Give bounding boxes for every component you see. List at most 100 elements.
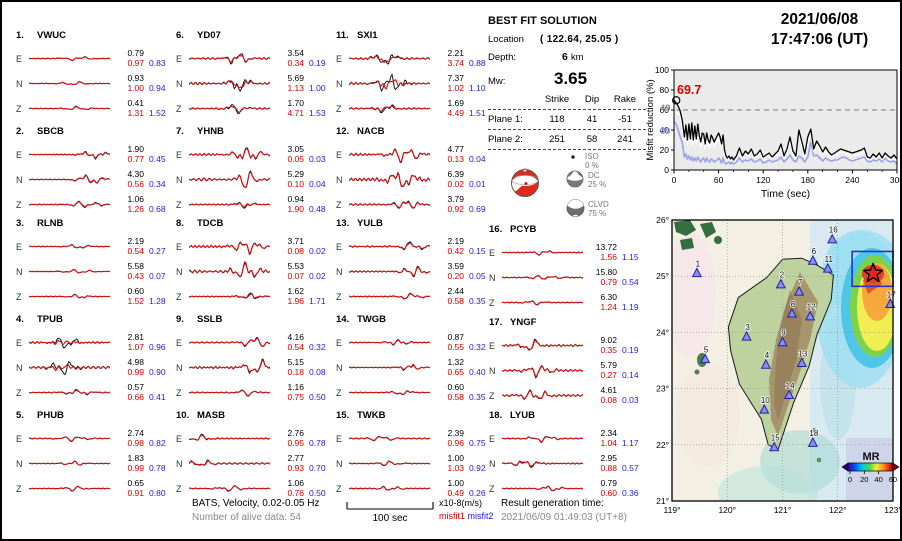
station-code: LYUB	[510, 410, 535, 421]
component-row: Z 0.60 1.52 1.28	[16, 284, 176, 309]
synthetic-waveform	[28, 174, 110, 184]
synthetic-waveform	[28, 339, 110, 346]
amp-misfit1-stack: 0.87 0.55	[433, 332, 464, 352]
misfit1-value: 0.98	[127, 437, 144, 448]
component-row: N 5.15 0.18 0.08	[176, 355, 336, 380]
component-row: E 3.54 0.34 0.19	[176, 46, 336, 71]
map-station-marker	[760, 358, 772, 369]
misfit1-value: 0.58	[447, 391, 464, 402]
component-label: Z	[336, 103, 342, 114]
synthetic-waveform	[501, 340, 583, 350]
waveform-plot	[188, 389, 270, 397]
amplitude-value: 2.19	[127, 236, 144, 246]
component-label: N	[176, 458, 183, 469]
misfit1-value: 0.34	[287, 57, 304, 68]
amplitude-value: 1.62	[287, 286, 304, 296]
station-header: 6. YD07	[176, 30, 336, 46]
amp-misfit1-stack: 0.57 0.66	[113, 382, 144, 402]
component-label: E	[489, 340, 496, 351]
amplitude-value: 4.77	[447, 144, 464, 154]
fit-numbers: 0.41 1.31 1.52	[113, 98, 176, 118]
map-base-layers	[672, 220, 893, 501]
misfit2-value: 1.15	[622, 251, 639, 262]
synthetic-waveform	[188, 293, 270, 299]
misfit2-value: 0.15	[469, 245, 486, 256]
mr-colorbar: MR 0 20 40 60	[841, 451, 900, 484]
amp-misfit1-stack: 0.93 1.00	[113, 73, 144, 93]
fit-numbers: 5.29 0.10 0.04	[273, 169, 336, 189]
misfit2-value: 0.14	[622, 369, 639, 380]
map-station-label: 6	[812, 247, 817, 256]
synthetic-waveform	[348, 339, 430, 346]
station-panel: 13. YULB E 2.19 0.42 0.15 N 3.59 0.20 0.05 Z 2.44 0.…	[336, 218, 496, 309]
x-tick-label: 300	[890, 175, 902, 185]
component-row: N 1.32 0.65 0.40	[336, 355, 496, 380]
component-row: Z 2.44 0.58 0.35	[336, 284, 496, 309]
misfit1-value: 1.24	[600, 301, 617, 312]
amp-misfit1-stack: 5.53 0.07	[273, 261, 304, 281]
component-row: Z 1.70 4.71 1.53	[176, 96, 336, 121]
misfit1-value: 0.08	[287, 245, 304, 256]
waveform-plot	[501, 485, 583, 492]
plane1-dip: 41	[586, 114, 598, 125]
map-station-marker	[827, 233, 838, 244]
amplitude-value: 0.41	[127, 98, 144, 108]
fit-numbers: 4.61 0.08 0.03	[586, 385, 649, 405]
colorbar-tick-label: 0	[848, 475, 852, 484]
island-nw	[700, 222, 716, 238]
fit-numbers: 0.60 1.52 1.28	[113, 286, 176, 306]
misfit1-value: 0.54	[287, 341, 304, 352]
component-label: E	[336, 241, 343, 252]
map-station-marker	[759, 403, 770, 414]
map-station-label: 8	[791, 300, 796, 309]
misfit2-value: 0.32	[469, 341, 486, 352]
misfit2-value: 1.19	[622, 301, 639, 312]
chart-frame	[673, 69, 898, 171]
station-number: 12.	[336, 126, 350, 137]
misfit1-value: 4.49	[447, 107, 464, 118]
misfit2-value: 1.51	[469, 107, 486, 118]
waveform-plot	[28, 361, 110, 376]
lon-tick-label: 123°	[884, 505, 902, 515]
x-tick-label: 0	[672, 175, 677, 185]
amplitude-value: 2.34	[600, 428, 617, 438]
component-row: Z 4.61 0.08 0.03	[489, 383, 649, 408]
station-number: 18.	[489, 410, 503, 421]
component-row: Z 0.79 0.60 0.36	[489, 476, 649, 501]
component-row: E 13.72 1.56 1.15	[489, 240, 649, 265]
misfit1-value: 1.04	[600, 437, 617, 448]
misfit1-value: 0.97	[127, 57, 144, 68]
map-station-marker	[804, 310, 816, 321]
amp-misfit1-stack: 0.65 0.91	[113, 478, 144, 498]
misfit1-value: 0.08	[600, 394, 617, 405]
dc-pct: 25 %	[588, 180, 606, 189]
misfit2-value: 0.94	[149, 82, 166, 93]
amp-misfit1-stack: 3.79 0.92	[433, 194, 464, 214]
component-row: E 0.79 0.97 0.83	[16, 46, 176, 71]
misfit1-value: 0.42	[447, 245, 464, 256]
component-row: N 4.30 0.56 0.34	[16, 167, 176, 192]
amplitude-value: 15.80	[595, 267, 617, 277]
amp-misfit1-stack: 1.62 1.96	[273, 286, 304, 306]
component-row: N 5.29 0.10 0.04	[176, 167, 336, 192]
waveform-plot	[348, 148, 430, 163]
fit-numbers: 3.59 0.20 0.05	[433, 261, 496, 281]
component-label: E	[16, 433, 23, 444]
component-label: E	[16, 53, 23, 64]
component-label: Z	[16, 483, 22, 494]
misfit2-value: 0.50	[309, 487, 326, 498]
station-header: 12. NACB	[336, 126, 496, 142]
waveform-plot	[188, 53, 270, 65]
misfit1-value: 1.96	[287, 295, 304, 306]
station-panel: 4. TPUB E 2.81 1.07 0.96 N 4.98 0.99 0.90 Z 0.57 0.6…	[16, 314, 176, 405]
plane2-dip: 58	[586, 134, 598, 145]
misfit2-value: 1.00	[309, 82, 326, 93]
fit-numbers: 2.39 0.96 0.75	[433, 428, 496, 448]
station-header: 11. SXI1	[336, 30, 496, 46]
synthetic-waveform	[188, 337, 270, 347]
misfit2-value: 0.02	[309, 245, 326, 256]
amplitude-value: 0.60	[447, 382, 464, 392]
misfit2-value: 1.71	[309, 295, 326, 306]
synthetic-waveform	[188, 262, 270, 278]
map-station-marker	[700, 353, 711, 364]
